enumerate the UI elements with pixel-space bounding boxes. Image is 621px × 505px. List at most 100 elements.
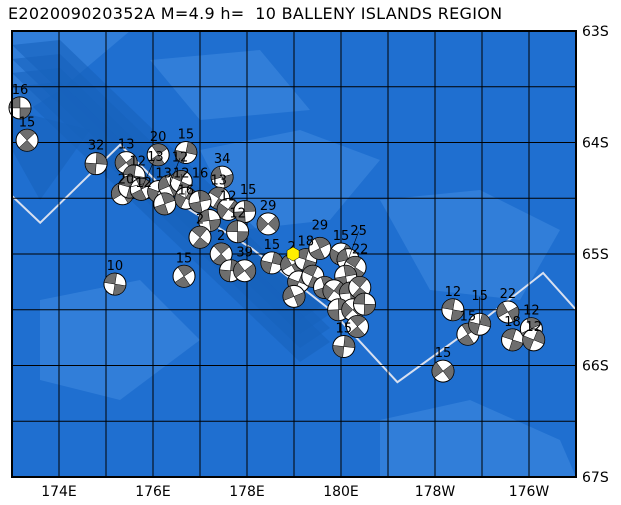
compression-quadrant [226, 220, 239, 232]
shallow-area [150, 50, 310, 120]
event-depth-label: 15 [471, 289, 488, 304]
compression-quadrant [293, 291, 306, 307]
event-depth-label: 12 [220, 189, 237, 204]
longitude-label: 176W [509, 484, 550, 500]
focal-mechanism-beachball [431, 359, 455, 383]
focal-mechanism-beachball [233, 200, 257, 224]
event-depth-label: 15 [460, 309, 477, 324]
focal-mechanism-beachball [345, 314, 369, 338]
compression-quadrant [345, 256, 362, 268]
compression-quadrant [349, 315, 367, 327]
compression-quadrant [496, 302, 509, 318]
compression-quadrant [363, 303, 376, 316]
focal-mechanism-beachball [441, 298, 465, 322]
compression-quadrant [332, 345, 345, 358]
compression-quadrant [431, 361, 444, 379]
shallow-area [380, 400, 576, 477]
event-depth-label: 13 [147, 150, 164, 165]
compression-quadrant [19, 107, 32, 120]
compression-quadrant [533, 329, 545, 345]
focal-mechanism-beachball [103, 272, 127, 296]
compression-quadrant [233, 261, 246, 278]
label-leader-line [129, 183, 144, 188]
compression-quadrant [112, 283, 127, 296]
compression-quadrant [260, 260, 273, 274]
compression-quadrant [18, 139, 35, 152]
compression-quadrant [198, 209, 210, 223]
compression-quadrant [210, 166, 223, 181]
event-depth-label: 16 [192, 167, 209, 182]
focal-mechanism-beachball [233, 259, 257, 283]
compression-quadrant [192, 236, 209, 249]
main-event-marker [286, 246, 300, 262]
compression-quadrant [441, 298, 456, 311]
latitude-label: 67S [582, 470, 609, 486]
compression-quadrant [341, 301, 354, 318]
compression-quadrant [302, 265, 318, 277]
compression-quadrant [197, 190, 212, 202]
compression-quadrant [118, 175, 133, 188]
compression-quadrant [450, 309, 464, 321]
event-depth-label: 32 [88, 139, 105, 154]
focal-mechanism-beachball [174, 141, 198, 165]
compression-quadrant [209, 218, 221, 232]
compression-quadrant [95, 152, 108, 165]
event-depth-label: 13 [155, 167, 172, 182]
compression-quadrant [351, 276, 368, 288]
compression-quadrant [329, 248, 342, 264]
event-depth-label: 16 [178, 183, 195, 198]
event-depth-label: 12 [525, 320, 542, 335]
compression-quadrant [131, 188, 147, 201]
compression-quadrant [256, 215, 269, 233]
focal-mechanism-beachball [172, 264, 196, 288]
compression-quadrant [174, 149, 187, 164]
event-depth-label: 12 [229, 207, 246, 222]
compression-quadrant [343, 265, 357, 277]
longitude-label: 176E [135, 484, 171, 500]
latitude-label: 64S [582, 136, 609, 152]
beachball-layer [8, 96, 546, 383]
compression-quadrant [314, 237, 331, 249]
compression-quadrant [243, 200, 256, 212]
longitude-label: 178E [229, 484, 265, 500]
map-frame [11, 30, 577, 478]
compression-quadrant [282, 285, 295, 301]
event-depth-label: 16 [12, 83, 29, 98]
focal-mechanism-beachball [282, 284, 306, 308]
event-depth-label: 15 [336, 322, 353, 337]
event-depth-label: 2 [217, 229, 225, 244]
event-depth-label: 22 [352, 242, 369, 257]
event-depth-label: 15 [19, 115, 36, 130]
compression-quadrant [213, 242, 230, 255]
compression-quadrant [111, 184, 123, 200]
compression-quadrant [522, 335, 535, 351]
compression-quadrant [114, 153, 127, 170]
focal-mechanism-beachball [332, 335, 356, 359]
event-depth-label: 29 [312, 218, 329, 233]
focal-mechanism-beachball [496, 300, 520, 324]
compression-quadrant [219, 269, 231, 282]
longitude-label: 178W [415, 484, 456, 500]
event-depth-label: 13 [118, 138, 135, 153]
event-depth-label: 15 [333, 229, 350, 244]
event-depth-label: 20 [150, 130, 167, 145]
compression-quadrant [327, 309, 340, 321]
focal-mechanism-beachball [501, 328, 525, 352]
focal-mechanism-beachball [353, 292, 376, 316]
longitude-label: 180E [323, 484, 359, 500]
focal-mechanism-beachball [226, 220, 250, 244]
compression-quadrant [479, 313, 491, 328]
label-leader-line [169, 157, 181, 187]
compression-quadrant [233, 211, 246, 223]
compression-quadrant [84, 162, 97, 175]
event-depth-label: 15 [178, 128, 195, 143]
compression-quadrant [353, 292, 366, 305]
trench [12, 82, 330, 362]
event-depth-label: 34 [214, 152, 231, 167]
compression-quadrant [8, 96, 21, 109]
focal-mechanism-beachball [84, 152, 108, 176]
focal-mechanism-beachball [308, 236, 332, 260]
compression-quadrant [123, 164, 137, 177]
event-depth-label: 18 [297, 235, 314, 250]
